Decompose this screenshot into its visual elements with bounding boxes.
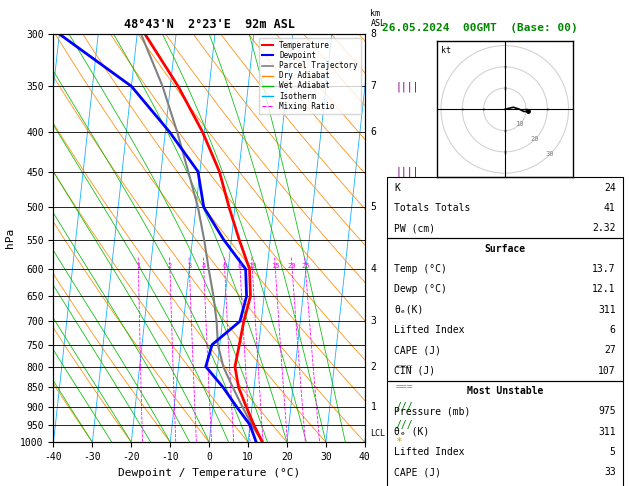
Text: Temp (°C): Temp (°C) <box>394 264 447 274</box>
Text: 5: 5 <box>610 447 616 457</box>
Text: 1: 1 <box>370 401 376 412</box>
Legend: Temperature, Dewpoint, Parcel Trajectory, Dry Adiabat, Wet Adiabat, Isotherm, Mi: Temperature, Dewpoint, Parcel Trajectory… <box>259 38 361 114</box>
Text: Lifted Index: Lifted Index <box>394 447 464 457</box>
Text: CAPE (J): CAPE (J) <box>394 468 441 477</box>
Text: 1: 1 <box>136 263 140 269</box>
Text: 4: 4 <box>201 263 206 269</box>
Text: LCL: LCL <box>370 429 386 438</box>
Text: Totals Totals: Totals Totals <box>394 203 470 213</box>
Text: ||||: |||| <box>396 166 419 177</box>
Bar <box>387 177 623 239</box>
Text: 8: 8 <box>370 29 376 39</box>
Text: 6: 6 <box>610 325 616 335</box>
Text: Pressure (mb): Pressure (mb) <box>394 406 470 417</box>
Text: CIN (J): CIN (J) <box>394 366 435 376</box>
Text: 107: 107 <box>598 366 616 376</box>
Bar <box>387 381 623 486</box>
X-axis label: Dewpoint / Temperature (°C): Dewpoint / Temperature (°C) <box>118 468 300 478</box>
Y-axis label: hPa: hPa <box>4 228 14 248</box>
Text: 26.05.2024  00GMT  (Base: 00): 26.05.2024 00GMT (Base: 00) <box>382 23 578 33</box>
Text: 2: 2 <box>370 362 376 372</box>
Text: ||||: |||| <box>396 81 419 91</box>
Text: 33: 33 <box>604 468 616 477</box>
Text: ///: /// <box>396 420 413 430</box>
Text: kt: kt <box>441 46 451 54</box>
Text: *: * <box>396 437 402 447</box>
Title: 48°43'N  2°23'E  92m ASL: 48°43'N 2°23'E 92m ASL <box>124 18 294 32</box>
Text: 27: 27 <box>604 346 616 355</box>
Text: θₑ(K): θₑ(K) <box>394 305 423 314</box>
Text: 10: 10 <box>248 263 257 269</box>
Text: 5: 5 <box>370 202 376 212</box>
Text: Most Unstable: Most Unstable <box>467 386 543 396</box>
Text: 13.7: 13.7 <box>592 264 616 274</box>
Text: PW (cm): PW (cm) <box>394 223 435 233</box>
Text: θₑ (K): θₑ (K) <box>394 427 429 437</box>
Text: 24: 24 <box>604 183 616 192</box>
Bar <box>387 239 623 381</box>
Text: 20: 20 <box>530 136 539 142</box>
Text: ===: === <box>396 382 413 392</box>
Text: 4: 4 <box>370 264 376 274</box>
Text: 311: 311 <box>598 305 616 314</box>
Text: 12.1: 12.1 <box>592 284 616 295</box>
Text: 20: 20 <box>287 263 296 269</box>
Text: 2: 2 <box>168 263 172 269</box>
Text: 25: 25 <box>301 263 309 269</box>
Text: 3: 3 <box>187 263 191 269</box>
Text: 41: 41 <box>604 203 616 213</box>
Text: 3: 3 <box>370 316 376 326</box>
Text: CAPE (J): CAPE (J) <box>394 346 441 355</box>
Text: 30: 30 <box>545 151 554 157</box>
Text: km
ASL: km ASL <box>370 9 386 29</box>
Text: 2.32: 2.32 <box>592 223 616 233</box>
Text: 975: 975 <box>598 406 616 417</box>
Text: 8: 8 <box>238 263 242 269</box>
Text: 15: 15 <box>271 263 279 269</box>
Text: 10: 10 <box>515 122 524 127</box>
Text: 6: 6 <box>223 263 226 269</box>
Text: 6: 6 <box>370 126 376 137</box>
Text: Surface: Surface <box>484 243 525 254</box>
Text: 311: 311 <box>598 427 616 437</box>
Text: ===: === <box>396 362 413 372</box>
Text: K: K <box>394 183 400 192</box>
Text: 7: 7 <box>370 81 376 91</box>
Text: Lifted Index: Lifted Index <box>394 325 464 335</box>
Text: Dewp (°C): Dewp (°C) <box>394 284 447 295</box>
Text: ///: /// <box>396 401 413 412</box>
